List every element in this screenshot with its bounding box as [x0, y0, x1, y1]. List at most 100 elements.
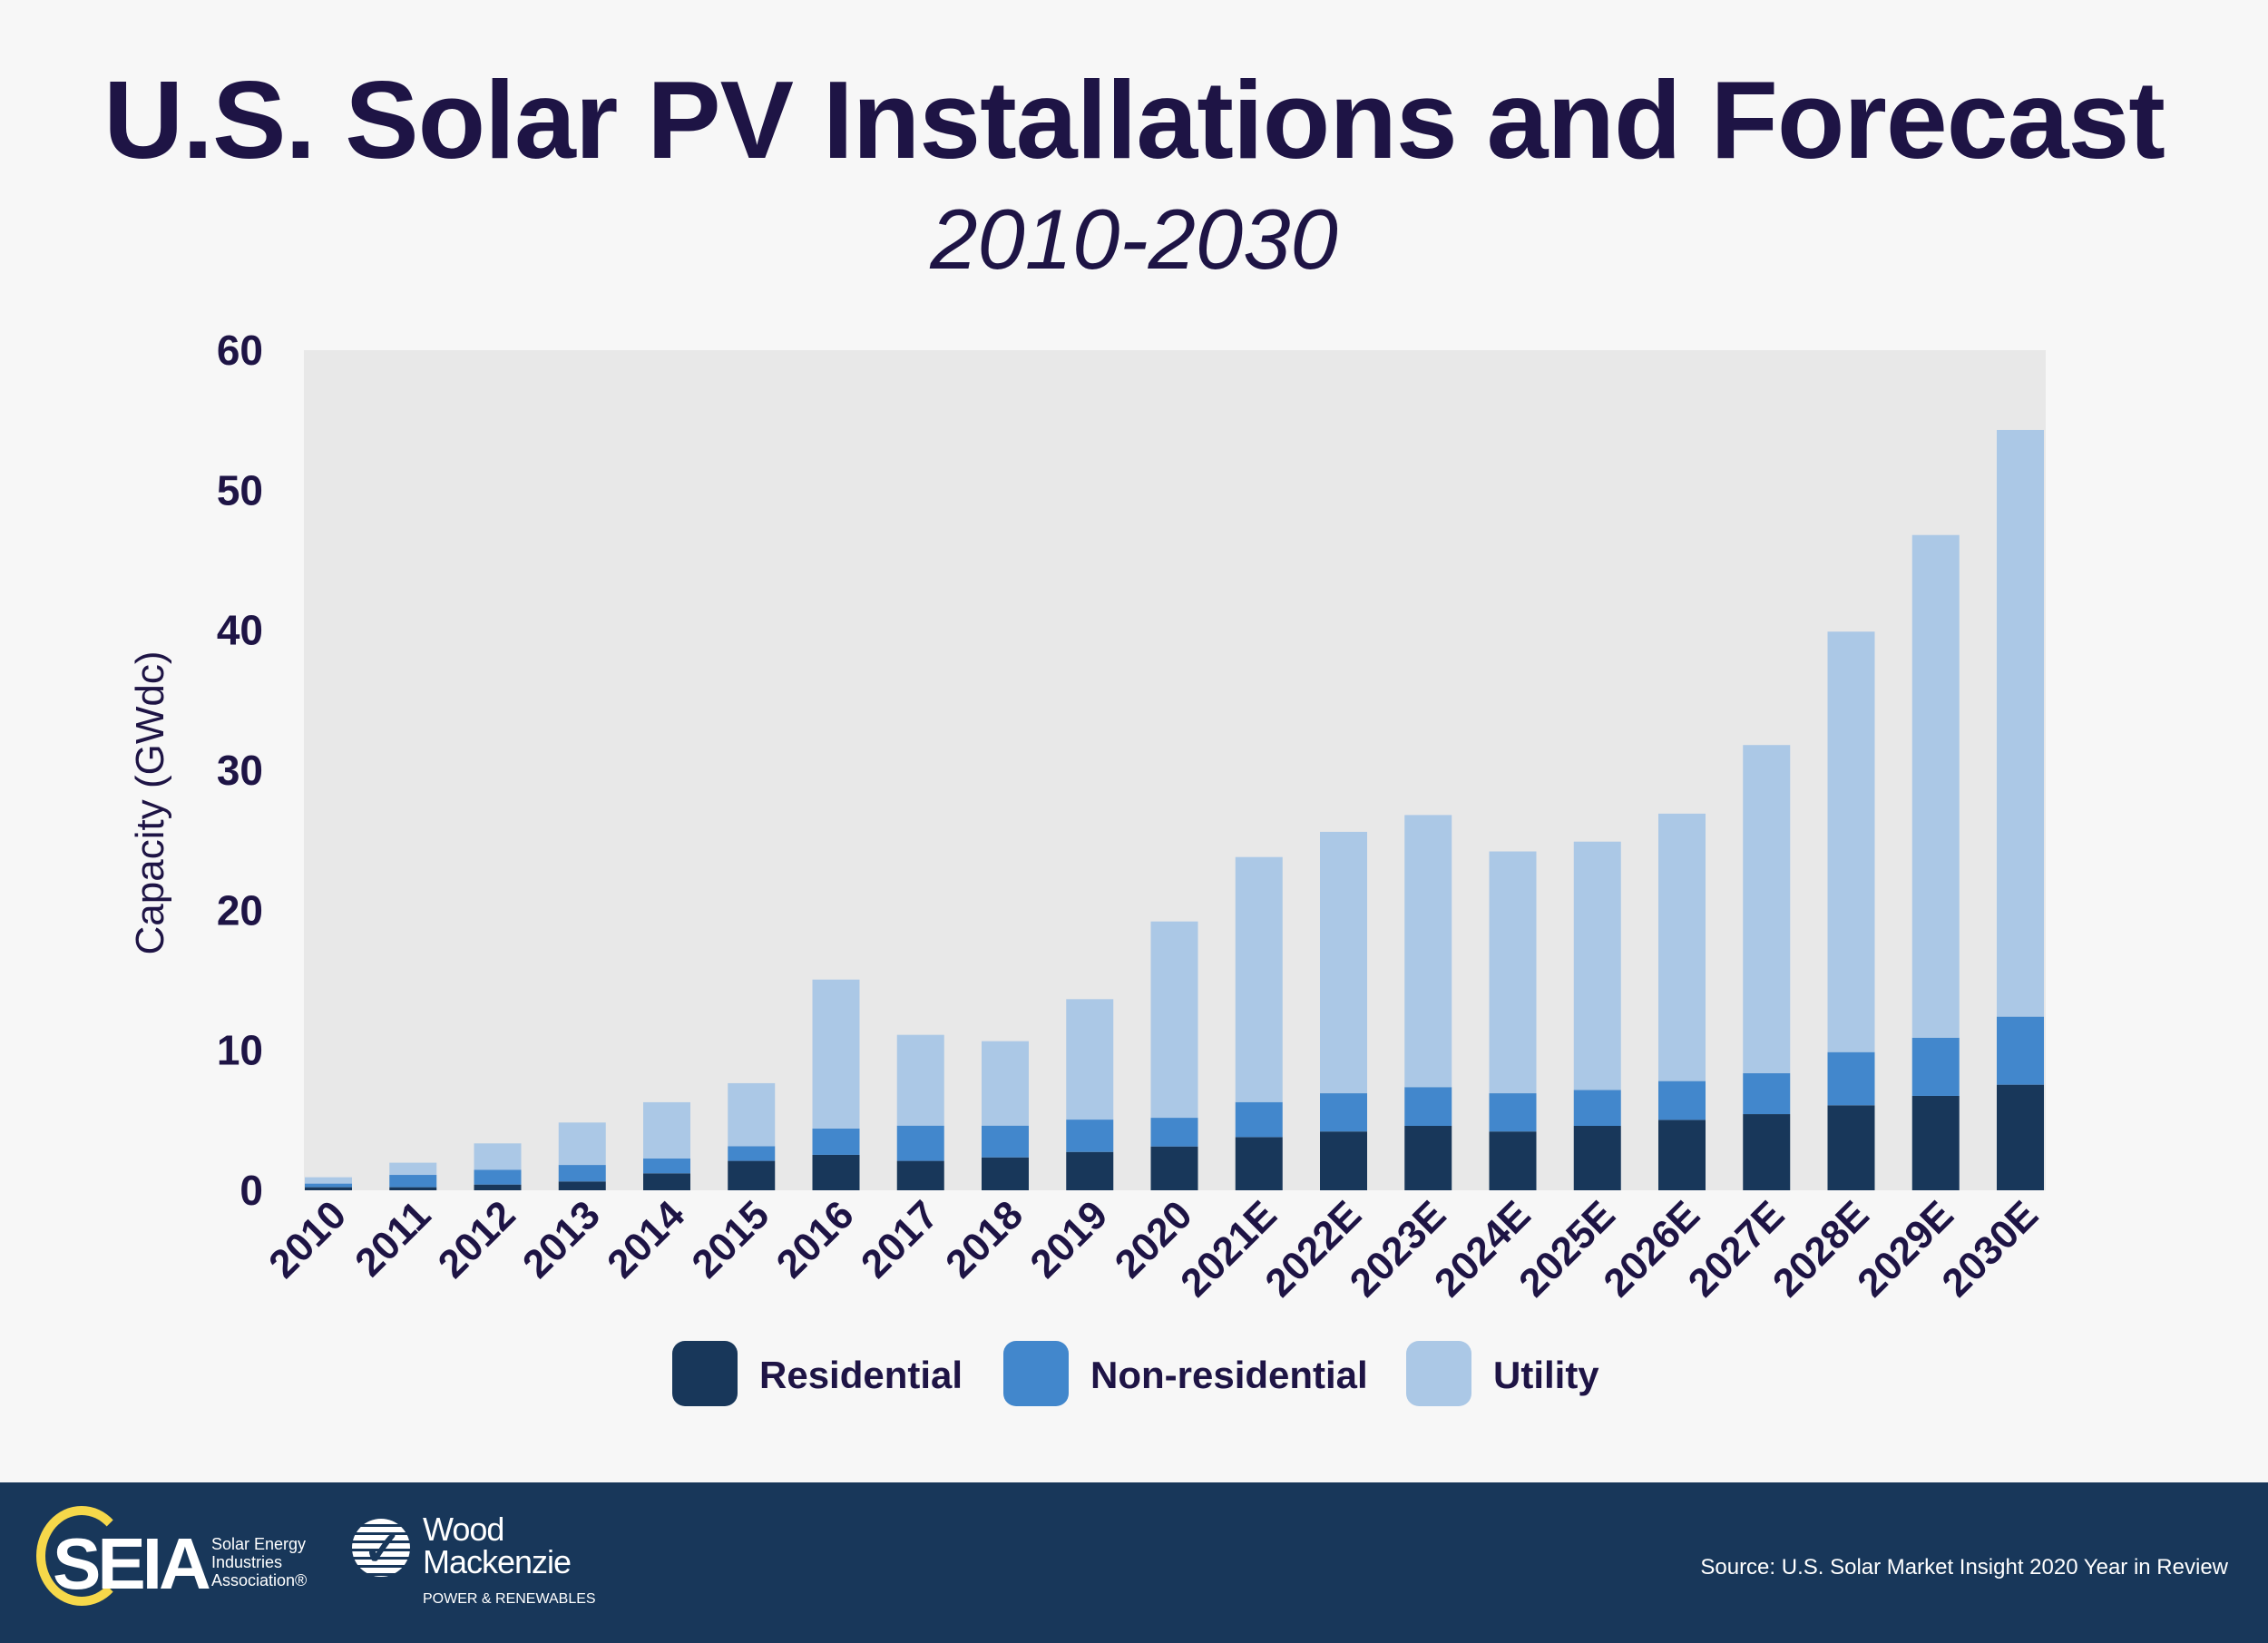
- bar-utility: [389, 1162, 437, 1176]
- footer: SEIA Solar Energy Industries Association…: [0, 1482, 2268, 1643]
- x-tick-label: 2013: [514, 1192, 609, 1286]
- seia-full-name: Solar Energy Industries Association®: [211, 1535, 307, 1589]
- legend-item: Residential: [672, 1341, 963, 1406]
- bar-residential: [1404, 1126, 1452, 1190]
- x-tick-label: 2019: [1022, 1192, 1116, 1286]
- bar-residential: [728, 1160, 776, 1190]
- seia-line-3: Association®: [211, 1571, 308, 1589]
- wood-mackenzie-logo: ✓ Wood Mackenzie POWER & RENEWABLES: [352, 1513, 606, 1628]
- bar-non-residential: [558, 1165, 606, 1182]
- bar-utility: [1150, 921, 1198, 1119]
- wm-line-2: Mackenzie: [423, 1543, 572, 1580]
- bar-non-residential: [1573, 1090, 1621, 1127]
- chart-title: U.S. Solar PV Installations and Forecast: [103, 58, 2165, 181]
- bar-utility: [643, 1101, 690, 1159]
- x-tick-label: 2014: [599, 1192, 693, 1286]
- bar-utility: [558, 1122, 606, 1166]
- stacked-bar-chart: 0 10 20 30 40 50 60 Capacity (GWdc) 201020112012…: [128, 327, 2047, 1406]
- bar-residential: [474, 1184, 522, 1190]
- bar-residential: [558, 1181, 606, 1190]
- x-tick-label: 2027E: [1680, 1192, 1794, 1306]
- bar-non-residential: [1404, 1087, 1452, 1127]
- wood-mackenzie-globe-icon: [352, 1519, 410, 1577]
- bar-non-residential: [728, 1146, 776, 1161]
- legend-label: Non-residential: [1090, 1354, 1368, 1396]
- bar-utility: [1404, 815, 1452, 1088]
- bar-non-residential: [1911, 1037, 1960, 1096]
- bar-non-residential: [1997, 1016, 2044, 1085]
- bar-residential: [305, 1187, 352, 1190]
- seia-line-2: Industries: [211, 1553, 283, 1571]
- x-tick-label: 2026E: [1595, 1192, 1708, 1306]
- chart-subtitle: 2010-2030: [930, 191, 1338, 287]
- y-tick-label: 40: [217, 607, 263, 654]
- bar-residential: [1066, 1151, 1114, 1190]
- x-tick-label: 2016: [768, 1192, 863, 1286]
- bar-non-residential: [643, 1158, 690, 1174]
- x-tick-label: 2025E: [1510, 1192, 1624, 1306]
- legend-item: Non-residential: [1003, 1341, 1368, 1406]
- checkmark-icon: ✓: [363, 1523, 403, 1576]
- bar-residential: [896, 1160, 944, 1190]
- legend-item: Utility: [1406, 1341, 1599, 1406]
- seia-line-1: Solar Energy: [211, 1535, 307, 1553]
- y-axis-label: Capacity (GWdc): [128, 651, 172, 955]
- seia-sun-ring-icon: [36, 1506, 127, 1606]
- wm-line-1: Wood: [423, 1511, 504, 1548]
- bar-utility: [1235, 856, 1283, 1102]
- wood-mackenzie-name: Wood Mackenzie: [423, 1511, 572, 1580]
- x-tick-label: 2012: [430, 1192, 524, 1286]
- bar-utility: [1066, 999, 1114, 1120]
- bar-non-residential: [474, 1169, 522, 1185]
- bar-residential: [389, 1187, 437, 1190]
- bar-residential: [1573, 1126, 1621, 1190]
- x-tick-label: 2022E: [1256, 1192, 1370, 1306]
- bar-residential: [1235, 1137, 1283, 1190]
- x-tick-label: 2011: [347, 1192, 439, 1285]
- bar-non-residential: [1235, 1101, 1283, 1138]
- bar-residential: [1827, 1105, 1875, 1190]
- bar-residential: [812, 1154, 860, 1190]
- bar-non-residential: [389, 1175, 437, 1188]
- y-tick-label: 60: [217, 327, 263, 374]
- source-note: Source: U.S. Solar Market Insight 2020 Y…: [1700, 1555, 2228, 1579]
- bar-non-residential: [982, 1125, 1029, 1158]
- bar-non-residential: [896, 1125, 944, 1161]
- legend-swatch: [1406, 1341, 1471, 1406]
- bar-non-residential: [812, 1128, 860, 1155]
- bar-non-residential: [1150, 1118, 1198, 1147]
- bar-residential: [1489, 1131, 1537, 1190]
- bar-utility: [728, 1082, 776, 1147]
- seia-logo: SEIA Solar Energy Industries Association…: [36, 1506, 308, 1615]
- bar-utility: [474, 1143, 522, 1170]
- bar-non-residential: [1743, 1072, 1791, 1115]
- legend-swatch: [672, 1341, 738, 1406]
- legend-label: Utility: [1493, 1354, 1599, 1396]
- bar-non-residential: [1827, 1051, 1875, 1106]
- x-tick-label: 2015: [683, 1192, 777, 1286]
- bar-utility: [1911, 534, 1960, 1038]
- bar-utility: [1573, 841, 1621, 1090]
- bar-residential: [982, 1157, 1029, 1190]
- x-tick-label: 2010: [260, 1192, 355, 1286]
- y-tick-label: 10: [217, 1027, 263, 1074]
- x-tick-label: 2030E: [1933, 1192, 2047, 1306]
- bar-non-residential: [1658, 1081, 1706, 1120]
- x-tick-label: 2024E: [1426, 1192, 1540, 1306]
- wm-tagline: POWER & RENEWABLES: [423, 1591, 596, 1607]
- bar-residential: [643, 1173, 690, 1190]
- x-tick-label: 2023E: [1342, 1192, 1455, 1306]
- bar-residential: [1997, 1084, 2044, 1190]
- bar-utility: [1997, 429, 2044, 1017]
- bar-residential: [1743, 1114, 1791, 1190]
- y-tick-label: 0: [240, 1167, 263, 1214]
- bar-residential: [1150, 1146, 1198, 1190]
- legend-label: Residential: [759, 1354, 963, 1396]
- bar-utility: [1489, 851, 1537, 1094]
- x-tick-label: 2029E: [1849, 1192, 1962, 1306]
- seia-wordmark: SEIA: [53, 1523, 211, 1604]
- y-tick-label: 50: [217, 466, 263, 513]
- x-tick-label: 2017: [853, 1192, 947, 1286]
- bar-non-residential: [1320, 1093, 1367, 1132]
- bar-residential: [1320, 1131, 1367, 1190]
